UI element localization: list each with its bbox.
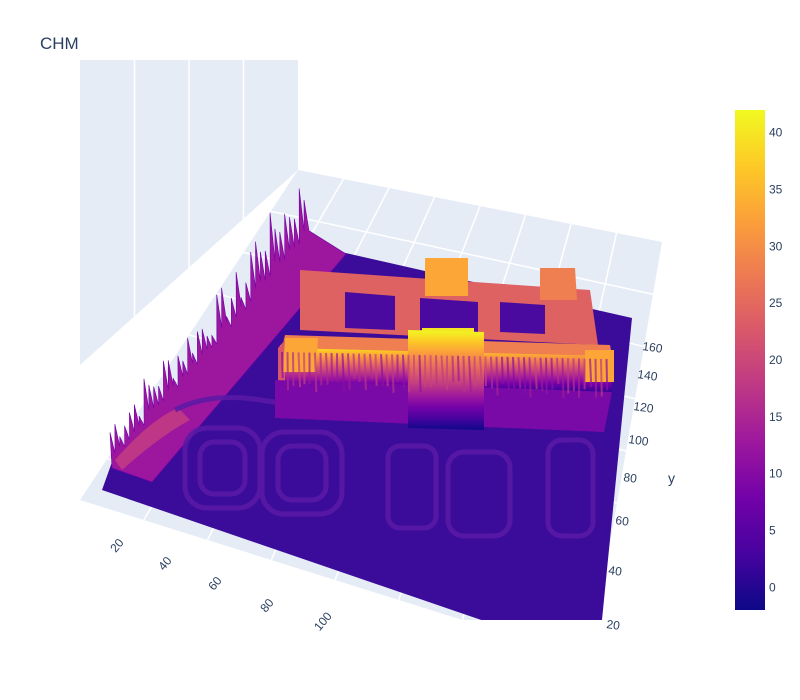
vegetation-strip	[109, 188, 347, 483]
facade-texture-0	[281, 351, 284, 379]
facade-texture-38	[490, 356, 494, 389]
courtyard-2	[420, 298, 478, 332]
x-tick-1: 40	[155, 554, 175, 573]
courtyard-3	[500, 302, 545, 334]
facade-texture-20	[391, 354, 395, 393]
y-axis-title: y	[668, 470, 675, 486]
facade-texture-9	[330, 353, 334, 382]
colorbar-tick-7: 35	[769, 183, 783, 197]
facade-texture-14	[358, 353, 361, 382]
colorbar-tick-4: 20	[769, 353, 783, 367]
building-mass	[275, 258, 614, 432]
y-tick-2: 60	[615, 513, 630, 529]
x-tick-2: 60	[205, 574, 225, 593]
floor-gridline-y-1	[270, 210, 654, 295]
facade-texture-58	[600, 358, 603, 397]
facade-texture-46	[534, 357, 538, 390]
facade-texture-7	[319, 352, 323, 386]
facade-texture-42	[512, 356, 516, 389]
facade-texture-28	[435, 355, 438, 384]
colorbar-tick-3: 15	[769, 410, 783, 424]
courtyard-1	[345, 292, 395, 330]
y-tick-4: 100	[628, 432, 650, 449]
facade-texture-48	[545, 357, 548, 395]
x-tick-3: 80	[257, 596, 277, 615]
facade-texture-43	[517, 357, 522, 389]
facade-texture-31	[451, 355, 455, 383]
tower-back-right	[540, 268, 577, 300]
facade-texture-39	[495, 356, 499, 396]
facade-texture-32	[457, 355, 460, 381]
facade-texture-15	[363, 353, 367, 390]
facade-texture-29	[440, 355, 445, 383]
y-axis-ticks: 20 40 60 80 100 120 140 160	[606, 339, 664, 633]
facade-texture-22	[402, 354, 406, 390]
y-tick-0: 20	[606, 617, 621, 633]
colorbar[interactable]	[735, 110, 765, 610]
tower-back-center	[425, 258, 468, 296]
tree-cluster	[115, 408, 190, 470]
facade-texture-19	[385, 354, 389, 387]
facade-texture-17	[374, 354, 378, 386]
facade-texture-47	[539, 357, 544, 392]
y-tick-5: 120	[633, 399, 655, 416]
facade-texture-45	[528, 357, 532, 398]
vegetation-spikes	[109, 188, 347, 483]
facade-texture-44	[523, 357, 527, 395]
facade-texture-50	[556, 357, 560, 384]
wall-grid	[133, 60, 245, 418]
facade-texture-27	[429, 355, 433, 388]
colorbar-tick-2: 10	[769, 467, 783, 481]
facade-texture-16	[369, 353, 373, 380]
facade-texture-40	[501, 356, 504, 384]
colorbar-tick-8: 40	[769, 126, 783, 140]
colorbar-tick-6: 30	[769, 239, 783, 253]
facade-texture-56	[589, 358, 593, 388]
facade-texture-18	[380, 354, 384, 387]
x-tick-4: 100	[311, 609, 335, 634]
facade-texture-57	[594, 358, 598, 398]
facade-texture-11	[341, 353, 346, 393]
facade-texture-8	[325, 352, 329, 385]
facade-texture-59	[605, 359, 609, 391]
facade-texture-35	[473, 356, 477, 387]
central-wing-face	[408, 330, 484, 430]
y-tick-1: 40	[608, 563, 623, 579]
facade-texture-13	[352, 353, 356, 379]
facade-texture-3	[297, 352, 302, 388]
y-tick-7: 160	[642, 339, 664, 356]
colorbar-tick-5: 25	[769, 296, 783, 310]
x-tick-0: 20	[107, 536, 127, 555]
facade-texture-6	[314, 352, 318, 393]
facade-texture-36	[479, 356, 483, 383]
colorbar-tick-0: 0	[769, 580, 776, 594]
facade-texture-12	[347, 353, 351, 390]
facade-texture-34	[468, 356, 472, 392]
facade-texture-51	[561, 358, 565, 399]
chart-title: CHM	[40, 34, 79, 53]
facade-texture-25	[418, 354, 422, 393]
colorbar-tick-1: 5	[769, 523, 776, 537]
facade-texture-33	[462, 355, 466, 393]
y-tick-6: 140	[637, 367, 659, 384]
colorbar-ticks: 0 5 10 15 20 25 30 35 40	[769, 126, 783, 595]
facade-texture-49	[550, 357, 554, 390]
facade-texture-41	[506, 356, 510, 390]
y-tick-3: 80	[623, 470, 638, 486]
